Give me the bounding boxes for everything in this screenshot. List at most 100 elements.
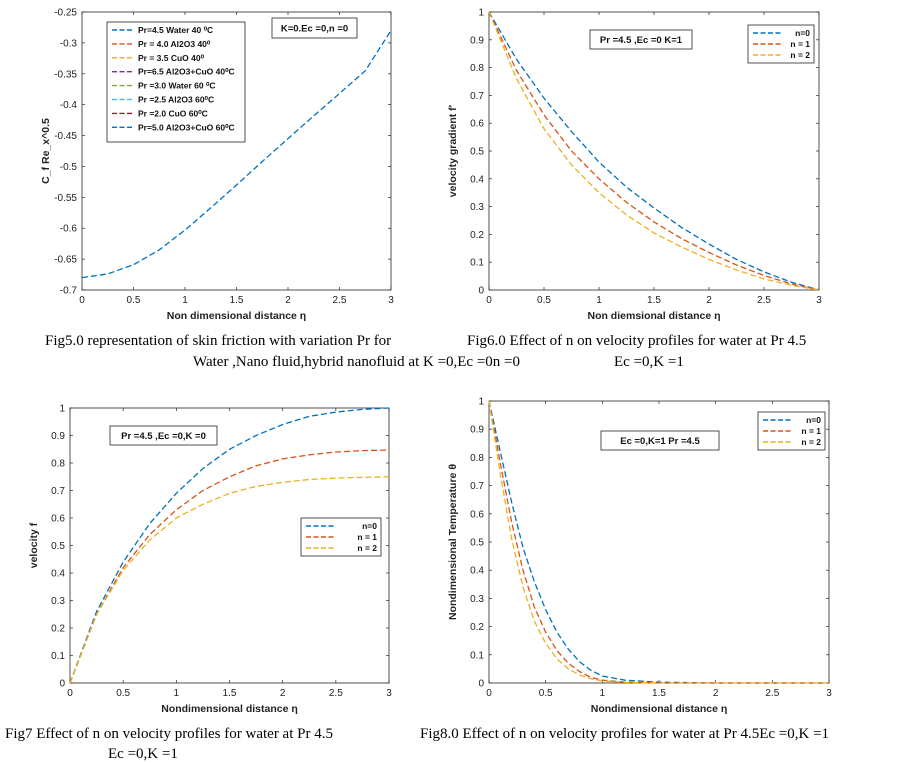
- y-tick-label: 0: [478, 286, 484, 297]
- x-tick-label: 1.5: [223, 688, 237, 699]
- x-tick-label: 1: [596, 295, 602, 306]
- series-line-n-2: [488, 11, 820, 291]
- y-tick-label: 0.7: [470, 481, 484, 492]
- y-tick-label: 0.5: [470, 147, 484, 158]
- y-tick-label: -0.35: [54, 69, 77, 80]
- legend-label: n=0: [795, 28, 810, 38]
- x-tick-label: 0.5: [537, 295, 551, 306]
- x-tick-label: 2.5: [333, 295, 347, 306]
- x-axis-label: Non dimensional distance η: [167, 310, 306, 322]
- y-tick-label: -0.3: [60, 38, 78, 49]
- x-axis-label: Nondimensional distance η: [161, 703, 298, 715]
- y-tick-label: 0.1: [470, 650, 484, 661]
- caption-fig6-line1: Fig6.0 Effect of n on velocity profiles …: [467, 333, 807, 349]
- legend-label: n = 2: [357, 543, 377, 553]
- series-line-n-0: [488, 11, 820, 291]
- y-tick-label: 0.8: [470, 453, 484, 464]
- x-axis-label: Non diemsional distance η: [587, 310, 720, 322]
- legend-box: [757, 411, 826, 451]
- y-axis-label: C_f Re_x^0.5: [40, 118, 52, 184]
- annotation-box: [271, 17, 358, 39]
- y-tick-label: 0: [59, 679, 65, 690]
- y-tick-label: 1: [59, 404, 65, 415]
- x-tick-label: 3: [826, 688, 832, 699]
- legend-label: Pr =2.5 Al2O3 60⁰C: [138, 95, 214, 105]
- y-tick-label: 0.3: [470, 594, 484, 605]
- x-tick-label: 0.5: [116, 688, 130, 699]
- legend-label: Pr=4.5 Water 40 ⁰C: [138, 25, 213, 35]
- x-tick-label: 2: [285, 295, 291, 306]
- x-tick-label: 0.5: [539, 688, 553, 699]
- y-tick-label: 0.4: [470, 174, 484, 185]
- y-tick-label: -0.55: [54, 193, 77, 204]
- legend-label: n = 1: [790, 39, 810, 49]
- series-line-n-0: [488, 400, 829, 684]
- y-tick-label: 0.8: [470, 63, 484, 74]
- annotation-text: Pr =4.5 ,Ec =0,K =0: [121, 431, 206, 442]
- x-tick-label: 0: [67, 688, 73, 699]
- x-tick-label: 2: [713, 688, 719, 699]
- y-tick-label: 0.9: [470, 425, 484, 436]
- x-tick-label: 0.5: [127, 295, 141, 306]
- x-tick-label: 1.5: [652, 688, 666, 699]
- y-tick-label: 0: [478, 679, 484, 690]
- y-tick-label: -0.5: [60, 162, 78, 173]
- caption-fig7-line1: Fig7 Effect of n on velocity profiles fo…: [5, 726, 333, 742]
- y-tick-label: 0.2: [51, 624, 65, 635]
- caption-fig8-line1: Fig8.0 Effect of n on velocity profiles …: [420, 726, 830, 742]
- y-tick-label: -0.25: [54, 8, 77, 19]
- caption-fig7-line2: Ec =0,K =1: [108, 746, 178, 762]
- y-tick-label: 0.8: [51, 459, 65, 470]
- annotation-text: Pr =4.5 ,Ec =0 K=1: [600, 35, 683, 46]
- legend-label: Pr = 3.5 CuO 40⁰: [138, 53, 205, 63]
- x-tick-label: 1: [600, 688, 606, 699]
- y-tick-label: 0.1: [51, 651, 65, 662]
- legend-label: n = 2: [790, 50, 810, 60]
- y-axis-label: Nondimensional Temperature θ: [447, 464, 459, 620]
- caption-fig6-line2: Ec =0,K =1: [614, 354, 684, 370]
- y-tick-label: 0.2: [470, 622, 484, 633]
- x-tick-label: 2.5: [765, 688, 779, 699]
- legend-label: n = 2: [801, 437, 821, 447]
- x-tick-label: 2: [706, 295, 712, 306]
- x-tick-label: 0: [79, 295, 85, 306]
- annotation-text: Ec =0,K=1 Pr =4.5: [620, 436, 700, 447]
- y-tick-label: 0.5: [51, 541, 65, 552]
- y-tick-label: 1: [478, 8, 484, 19]
- legend-label: Pr =2.0 CuO 60⁰C: [138, 108, 208, 118]
- y-tick-label: 0.7: [470, 91, 484, 102]
- series-line-n-0: [69, 407, 390, 684]
- annotation-box: [600, 430, 720, 451]
- caption-fig5-line1: Fig5.0 representation of skin friction w…: [45, 333, 392, 349]
- x-tick-label: 1: [174, 688, 180, 699]
- y-tick-label: -0.45: [54, 131, 77, 142]
- y-tick-label: 0.9: [51, 431, 65, 442]
- y-tick-label: 0.6: [470, 509, 484, 520]
- legend-label: Pr =3.0 Water 60 ⁰C: [138, 81, 216, 91]
- y-tick-label: 0.3: [470, 202, 484, 213]
- legend-box: [747, 24, 815, 64]
- y-axis-label: velocity gradient f': [447, 105, 459, 197]
- legend-label: n=0: [806, 415, 821, 425]
- y-tick-label: 0.4: [51, 569, 65, 580]
- legend-label: n=0: [362, 521, 377, 531]
- y-tick-label: 0.4: [470, 566, 484, 577]
- series-line-n-1: [488, 11, 820, 291]
- y-axis-label: velocity f: [28, 522, 40, 568]
- legend-label: n = 1: [801, 426, 821, 436]
- x-tick-label: 3: [386, 688, 392, 699]
- x-tick-label: 1.5: [647, 295, 661, 306]
- x-tick-label: 2.5: [329, 688, 343, 699]
- series-line-n-1: [69, 449, 390, 684]
- x-axis-label: Nondimensional distance η: [591, 703, 728, 715]
- x-tick-label: 1: [182, 295, 188, 306]
- series-line-pr-5-0-al2o3-cuo-60-c: [81, 30, 392, 279]
- annotation-box: [109, 425, 218, 446]
- y-tick-label: 0.1: [470, 258, 484, 269]
- series-line-n-2: [488, 400, 829, 684]
- y-tick-label: -0.7: [60, 286, 78, 297]
- y-tick-label: 0.9: [470, 35, 484, 46]
- legend-label: Pr = 4.0 Al2O3 40⁰: [138, 39, 211, 49]
- y-tick-label: 0.5: [470, 538, 484, 549]
